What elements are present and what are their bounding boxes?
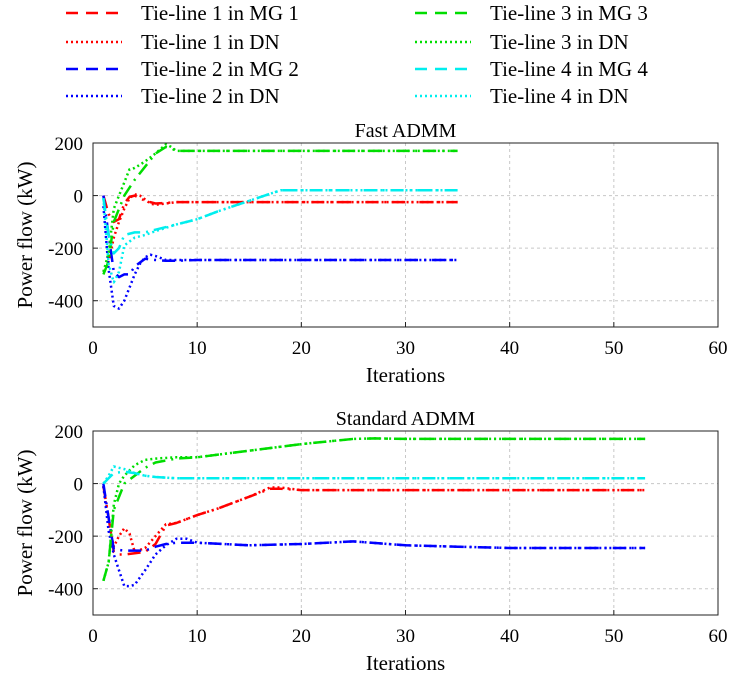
legend-item: Tie-line 4 in DN xyxy=(413,84,629,108)
series-line xyxy=(102,194,458,224)
series-line xyxy=(102,437,646,582)
x-tick-label: 20 xyxy=(292,338,311,359)
legend-label: Tie-line 4 in MG 4 xyxy=(490,56,648,81)
y-tick-label: -400 xyxy=(48,580,83,601)
x-axis-label: Iterations xyxy=(366,363,445,387)
x-tick-label: 60 xyxy=(709,338,728,359)
legend-swatch xyxy=(415,40,471,44)
legend-item: Tie-line 1 in MG 1 xyxy=(64,1,299,25)
legend-item: Tie-line 3 in DN xyxy=(413,30,629,54)
series-line xyxy=(102,145,458,275)
legend-swatch xyxy=(415,94,471,98)
legend-label: Tie-line 2 in DN xyxy=(141,83,280,108)
x-tick-label: 60 xyxy=(709,626,728,647)
chart-title: Fast ADMM xyxy=(355,120,457,142)
x-axis-label: Iterations xyxy=(366,651,445,675)
y-tick-label: 0 xyxy=(74,475,84,496)
series-line xyxy=(102,143,458,273)
series-line xyxy=(102,437,646,582)
series-line xyxy=(102,195,458,279)
y-tick-label: -200 xyxy=(48,239,83,260)
series-line xyxy=(102,205,458,310)
legend-label: Tie-line 2 in MG 2 xyxy=(141,56,299,81)
legend-item: Tie-line 3 in MG 3 xyxy=(413,1,648,25)
x-tick-label: 30 xyxy=(396,338,415,359)
y-tick-label: 200 xyxy=(55,134,84,155)
series-line xyxy=(102,189,458,284)
legend-label: Tie-line 4 in DN xyxy=(490,83,629,108)
x-tick-label: 10 xyxy=(188,338,207,359)
legend-swatch xyxy=(415,67,471,71)
y-axis-label: Power flow (kW) xyxy=(13,162,37,309)
legend-label: Tie-line 1 in DN xyxy=(141,29,280,54)
y-axis-label: Power flow (kW) xyxy=(13,450,37,597)
series-line xyxy=(102,486,646,588)
legend-item: Tie-line 1 in DN xyxy=(64,30,280,54)
y-tick-label: 200 xyxy=(55,422,84,443)
x-tick-label: 40 xyxy=(500,338,519,359)
legend-label: Tie-line 3 in MG 3 xyxy=(490,0,648,25)
y-tick-label: 0 xyxy=(74,187,84,208)
x-tick-label: 30 xyxy=(396,626,415,647)
legend-item: Tie-line 2 in DN xyxy=(64,84,280,108)
legend-item: Tie-line 2 in MG 2 xyxy=(64,57,299,81)
x-tick-label: 50 xyxy=(604,626,623,647)
y-tick-label: -400 xyxy=(48,292,83,313)
x-tick-label: 0 xyxy=(88,626,98,647)
legend-swatch xyxy=(66,94,122,98)
x-tick-label: 50 xyxy=(604,338,623,359)
legend-swatch xyxy=(415,11,471,15)
legend-label: Tie-line 3 in DN xyxy=(490,29,629,54)
chart-legend: Tie-line 1 in MG 1 Tie-line 1 in DN Tie-… xyxy=(0,0,733,110)
x-tick-label: 10 xyxy=(188,626,207,647)
x-tick-label: 40 xyxy=(500,626,519,647)
series-line xyxy=(102,465,646,485)
legend-item: Tie-line 4 in MG 4 xyxy=(413,57,648,81)
legend-swatch xyxy=(66,67,122,71)
series-line xyxy=(102,483,646,552)
x-tick-label: 20 xyxy=(292,626,311,647)
legend-label: Tie-line 1 in MG 1 xyxy=(141,0,299,25)
x-tick-label: 0 xyxy=(88,338,98,359)
series-line xyxy=(102,486,646,554)
legend-swatch xyxy=(66,40,122,44)
legend-swatch xyxy=(66,11,122,15)
series-line xyxy=(102,189,458,255)
chart-title: Standard ADMM xyxy=(336,408,476,430)
y-tick-label: -200 xyxy=(48,527,83,548)
